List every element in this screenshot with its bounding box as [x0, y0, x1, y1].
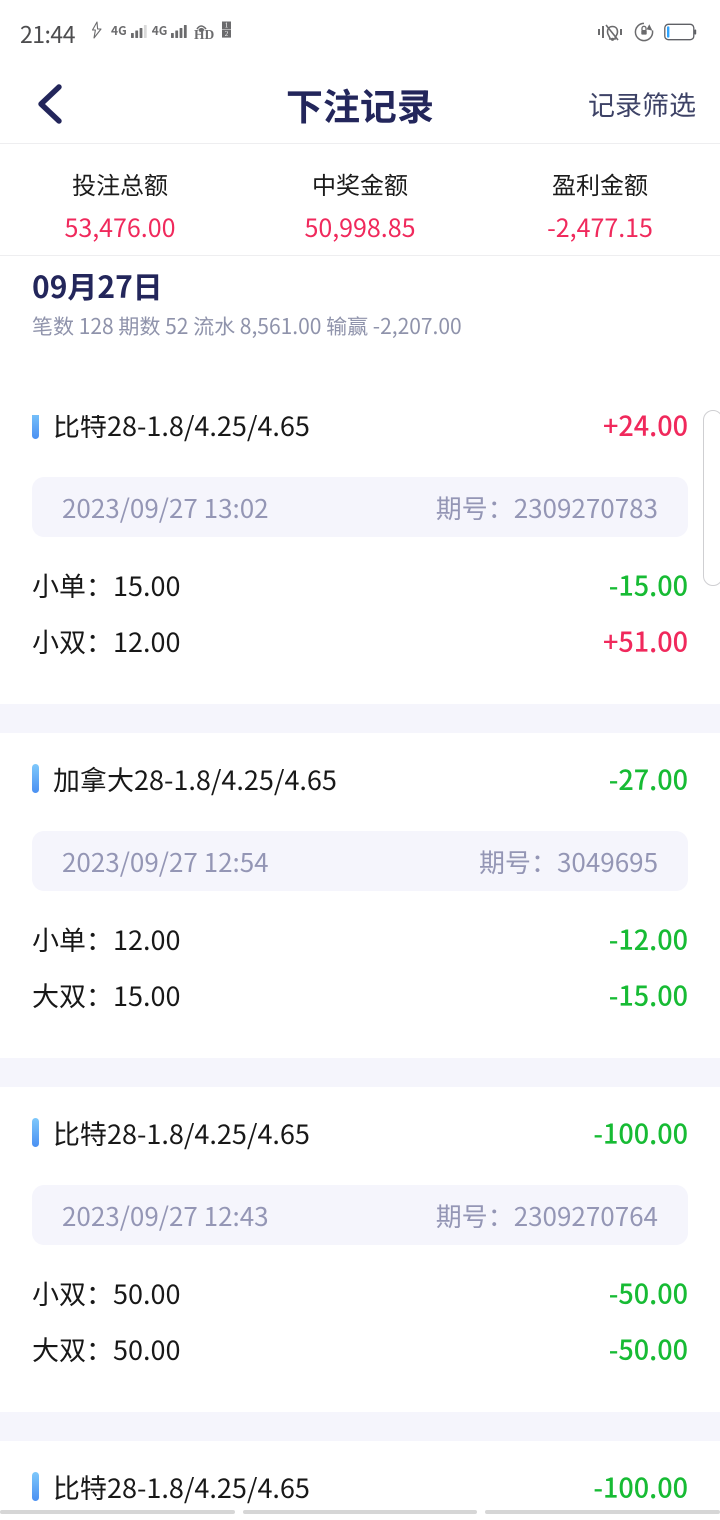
svg-text:2: 2	[225, 30, 229, 38]
svg-text:1: 1	[225, 22, 229, 30]
svg-text:HD: HD	[194, 27, 215, 40]
